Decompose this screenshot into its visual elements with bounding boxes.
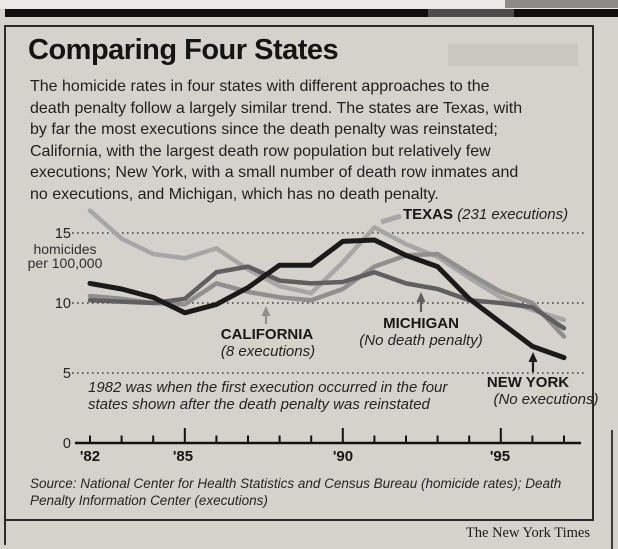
box-border-bottom (4, 519, 594, 521)
ink-bleed (448, 44, 578, 66)
line-texas (87, 208, 567, 323)
y-tick-0: 0 (62, 436, 71, 452)
section-rule-bar-fade (428, 9, 514, 17)
texas-name: TEXAS (403, 206, 454, 223)
y-tick-15: 15 (54, 226, 71, 242)
chart-annotation: 1982 was when the first execution occurr… (88, 379, 448, 413)
michigan-arrow-icon (416, 292, 426, 302)
new-york-arrow-icon (528, 352, 538, 362)
x-tick-90: '90 (332, 448, 354, 465)
publisher-credit: The New York Times (465, 525, 590, 541)
texas-note: (231 executions) (457, 206, 569, 223)
source-note: Source: National Center for Health Stati… (30, 476, 562, 508)
line-michigan (87, 264, 567, 331)
box-border-top (4, 25, 594, 27)
new-york-note: (No executions) (493, 391, 599, 408)
newsprint-smudge (505, 0, 618, 8)
y-axis-label: homicides per 100,000 (27, 241, 103, 271)
y-tick-10: 10 (54, 296, 71, 312)
michigan-name: MICHIGAN (383, 315, 459, 332)
michigan-note: (No death penalty) (359, 332, 483, 349)
texas-swatch (380, 213, 402, 225)
intro-paragraph: The homicide rates in four states with d… (30, 78, 523, 203)
box-border-left (4, 25, 6, 545)
section-rule-bar (5, 9, 618, 17)
texas-line-label: TEXAS (231 executions) (403, 206, 568, 223)
y-tick-5: 5 (62, 366, 71, 382)
page-margin-strip (0, 0, 618, 9)
x-tick-95: '95 (489, 448, 511, 465)
california-arrow-icon (261, 306, 271, 316)
new-york-name: NEW YORK (486, 374, 570, 391)
california-name: CALIFORNIA (220, 326, 314, 343)
box-border-right (592, 25, 594, 521)
chart-title: Comparing Four States (28, 34, 339, 66)
x-tick-82: '82 (79, 448, 101, 465)
page-edge-artifact (611, 430, 613, 549)
line-new-york (87, 237, 567, 361)
california-note: (8 executions) (220, 343, 316, 360)
x-tick-85: '85 (172, 448, 194, 465)
